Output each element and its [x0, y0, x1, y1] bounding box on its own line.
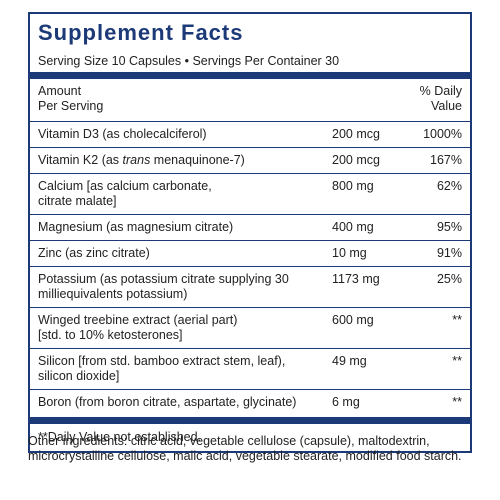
- name-line: Magnesium (as magnesium citrate): [38, 220, 234, 234]
- name-line: Vitamin D3 (as cholecalciferol): [38, 127, 207, 141]
- nutrient-name: Potassium (as potassium citrate supplyin…: [38, 272, 462, 302]
- rule: [30, 121, 470, 122]
- amount: 800 mg: [332, 179, 374, 193]
- name-line: silicon dioxide]: [38, 369, 120, 383]
- rule: [30, 72, 470, 79]
- nutrient-row: Calcium [as calcium carbonate, citrate ma…: [30, 174, 470, 214]
- name-line: Boron (from boron citrate, aspartate, gl…: [38, 395, 297, 409]
- amount: 400 mg: [332, 220, 374, 234]
- name-line: Zinc (as zinc citrate): [38, 246, 150, 260]
- amount: 1173 mg: [332, 272, 380, 286]
- rule: [30, 266, 470, 267]
- nutrient-name: Calcium [as calcium carbonate, citrate ma…: [38, 179, 462, 209]
- amount-head: Amount Per Serving: [38, 84, 462, 114]
- serving: Serving Size 10 Capsules • Servings Per …: [38, 54, 340, 68]
- header: Amount Per Serving % Daily Value: [30, 79, 470, 121]
- nutrient-name: Silicon [from std. bamboo extract stem, …: [38, 354, 462, 384]
- daily-value: 1000%: [423, 127, 462, 141]
- nutrient-name: Zinc (as zinc citrate): [38, 246, 462, 261]
- rule: [30, 173, 470, 174]
- rule: [30, 348, 470, 349]
- nutrient-name: Winged treebine extract (aerial part) [st…: [38, 313, 462, 343]
- rule: [30, 389, 470, 390]
- amount: 200 mcg: [332, 153, 380, 167]
- supplement-facts: Supplement Facts Serving Size 10 Capsule…: [28, 12, 472, 453]
- daily-value: 91%: [436, 246, 462, 260]
- nutrient-row: Vitamin D3 (as cholecalciferol) 200 mcg 10…: [30, 122, 470, 147]
- name-line: Calcium [as calcium carbonate,: [38, 179, 212, 193]
- amount: 10 mg: [332, 246, 367, 260]
- name-line: Potassium (as potassium citrate supplyin…: [38, 272, 289, 286]
- other-ingredients: Other ingredients: citric acid, vegetabl…: [28, 434, 462, 463]
- rule: [30, 147, 470, 148]
- daily-value: 25%: [436, 272, 462, 286]
- dv-head: % Daily Value: [420, 84, 462, 114]
- daily-value: **: [452, 313, 462, 327]
- name-italic: trans: [122, 153, 151, 167]
- name-line: Winged treebine extract (aerial part): [38, 313, 238, 327]
- daily-value: 62%: [436, 179, 462, 193]
- title: Supplement Facts: [38, 20, 244, 45]
- footnote: **Daily Value not established.: [38, 430, 202, 444]
- nutrient-name: Vitamin D3 (as cholecalciferol): [38, 127, 462, 142]
- name-line: citrate malate]: [38, 194, 117, 208]
- text: Amount: [38, 84, 82, 98]
- name-line: milliequivalents potassium): [38, 287, 188, 301]
- nutrient-row: Winged treebine extract (aerial part) [st…: [30, 308, 470, 348]
- rows: Vitamin D3 (as cholecalciferol) 200 mcg 10…: [30, 121, 470, 415]
- name-part: menaquinone-7): [150, 153, 245, 167]
- amount: 6 mg: [332, 395, 360, 409]
- nutrient-row: Vitamin K2 (as trans menaquinone-7) 200 m…: [30, 148, 470, 173]
- amount: 200 mcg: [332, 127, 380, 141]
- daily-value: **: [452, 395, 462, 409]
- daily-value: 167%: [430, 153, 462, 167]
- text: Value: [430, 99, 462, 113]
- nutrient-row: Zinc (as zinc citrate) 10 mg 91%: [30, 241, 470, 266]
- nutrient-name: Boron (from boron citrate, aspartate, gl…: [38, 395, 462, 410]
- nutrient-row: Boron (from boron citrate, aspartate, gl…: [30, 390, 470, 415]
- text: % Daily: [419, 84, 462, 98]
- nutrient-row: Potassium (as potassium citrate supplyin…: [30, 267, 470, 307]
- amount: 49 mg: [332, 354, 367, 368]
- nutrient-name: Magnesium (as magnesium citrate): [38, 220, 462, 235]
- name-part: Vitamin K2 (as: [38, 153, 123, 167]
- amount: 600 mg: [332, 313, 374, 327]
- rule: [30, 307, 470, 308]
- rule: [30, 417, 470, 424]
- name-line: [std. to 10% ketosterones]: [38, 328, 183, 342]
- nutrient-row: Silicon [from std. bamboo extract stem, …: [30, 349, 470, 389]
- text: Per Serving: [38, 99, 104, 113]
- rule: [30, 240, 470, 241]
- daily-value: **: [452, 354, 462, 368]
- daily-value: 95%: [436, 220, 462, 234]
- name-line: Silicon [from std. bamboo extract stem, …: [38, 354, 286, 368]
- nutrient-row: Magnesium (as magnesium citrate) 400 mg 95…: [30, 215, 470, 240]
- nutrient-name: Vitamin K2 (as trans menaquinone-7): [38, 153, 462, 168]
- rule: [30, 214, 470, 215]
